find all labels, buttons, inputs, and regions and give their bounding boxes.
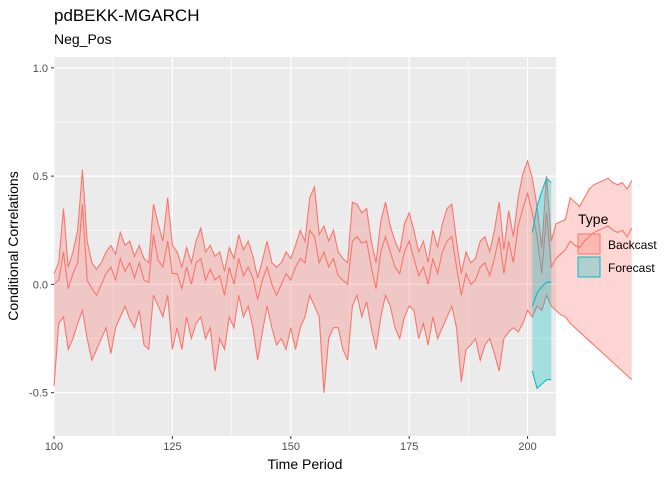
x-tick-label: 175 — [400, 441, 418, 453]
legend-key-forecast — [577, 256, 601, 278]
x-axis: 100 125 150 175 200 — [45, 436, 537, 453]
x-tick-label: 100 — [45, 441, 63, 453]
y-tick-label: 0.5 — [33, 171, 48, 183]
grid-minor — [54, 57, 556, 436]
y-axis-label: Conditional Correlations — [5, 171, 21, 320]
backcast-ribbon — [54, 160, 632, 393]
forecast-upper-line — [531, 177, 552, 233]
legend: Type Backcast Forecast — [577, 211, 657, 278]
backcast-middle-line — [53, 191, 633, 300]
legend-key-backcast — [577, 233, 601, 255]
y-tick-label: -0.5 — [29, 388, 48, 400]
forecast-ribbon — [532, 178, 552, 389]
x-tick-label: 200 — [518, 441, 536, 453]
x-tick-label: 150 — [282, 441, 300, 453]
grid-major — [53, 57, 556, 436]
y-tick-label: 1.0 — [33, 63, 48, 75]
backcast-lower-line — [53, 293, 633, 393]
y-axis: -0.5 0.0 0.5 1.0 — [29, 63, 54, 400]
backcast-upper-line — [53, 159, 633, 279]
chart-subtitle: Neg_Pos — [54, 31, 112, 47]
legend-label-forecast: Forecast — [608, 261, 655, 275]
plot-panel — [54, 57, 556, 436]
legend-title: Type — [578, 211, 609, 227]
series-layer — [53, 159, 633, 393]
x-tick-label: 125 — [163, 441, 181, 453]
chart-title: pdBEKK-MGARCH — [54, 6, 199, 25]
x-axis-label: Time Period — [268, 456, 343, 472]
forecast-lower-line — [531, 370, 552, 390]
y-tick-label: 0.0 — [33, 279, 48, 291]
legend-label-backcast: Backcast — [608, 238, 657, 252]
forecast-middle-line — [531, 281, 552, 307]
